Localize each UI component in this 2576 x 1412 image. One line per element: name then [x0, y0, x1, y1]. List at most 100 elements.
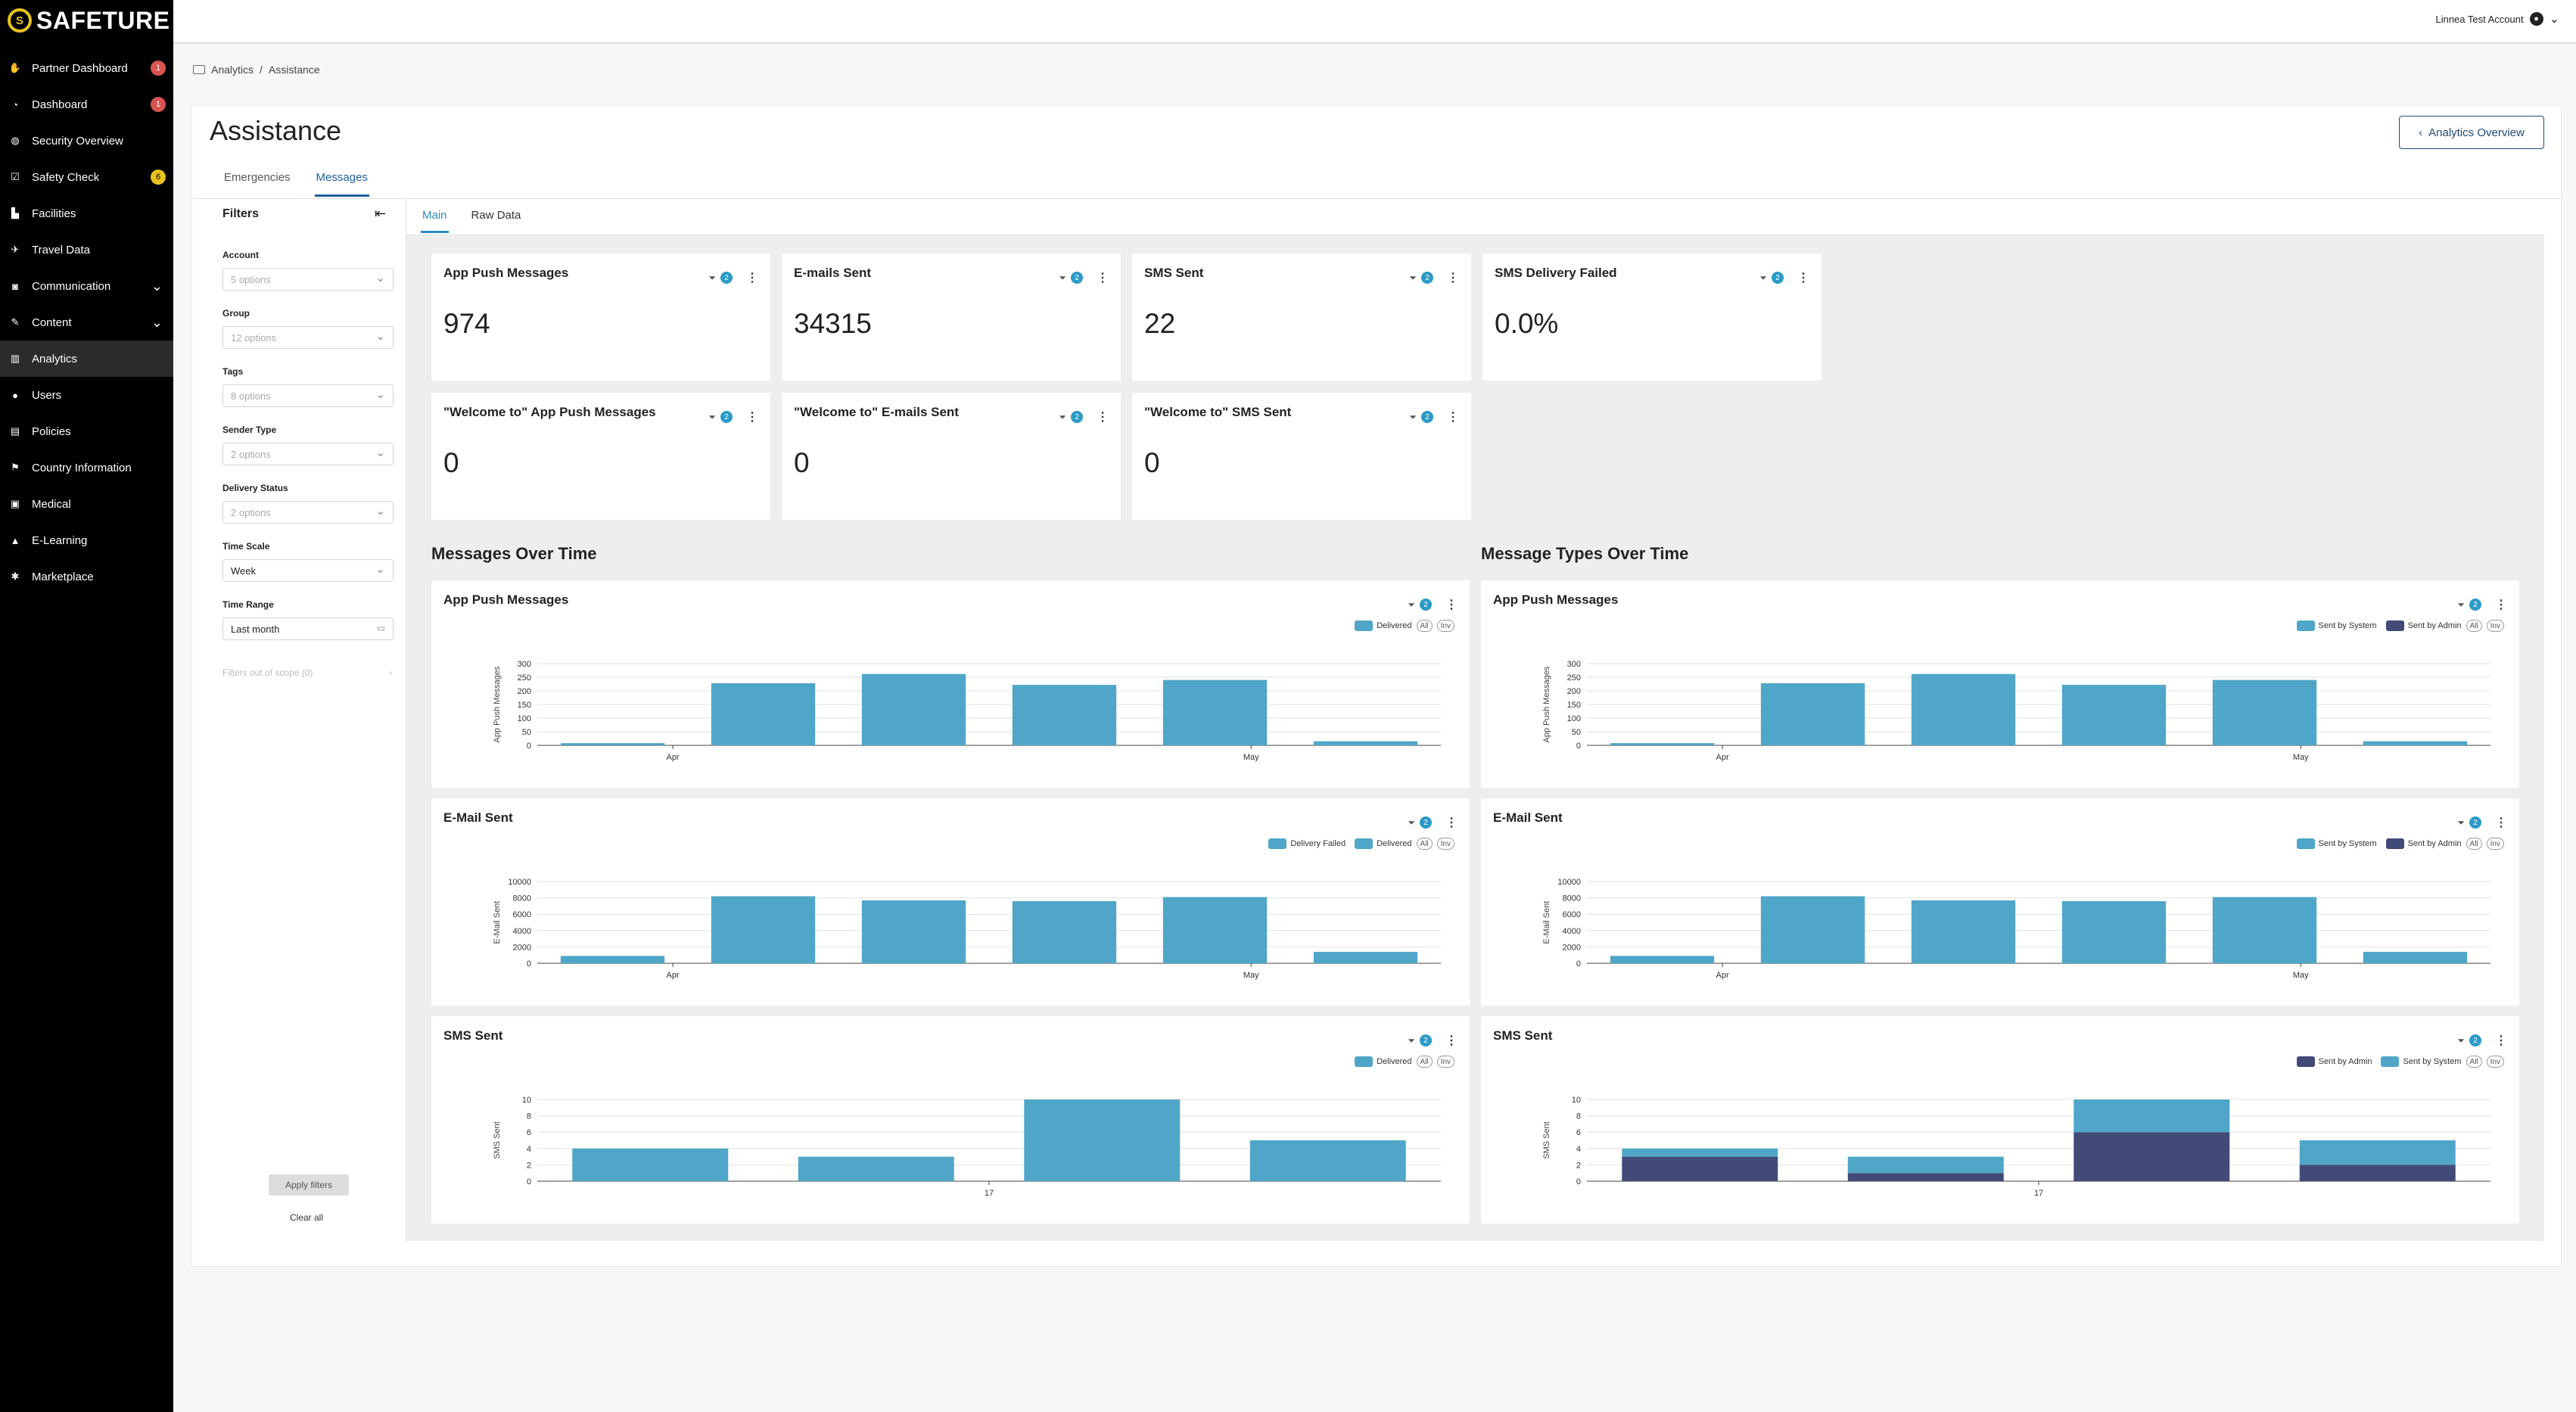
legend-item[interactable]: Sent by Admin	[2385, 620, 2462, 631]
filter-sender-type-select[interactable]: 2 options	[222, 443, 394, 465]
legend-item[interactable]: Delivered	[1355, 1056, 1412, 1067]
more-options-icon[interactable]: ⋮	[1445, 1034, 1458, 1047]
sidebar-item-security-overview[interactable]: ◍ Security Overview	[0, 123, 173, 159]
bar[interactable]	[560, 743, 665, 745]
filter-icon[interactable]: ⏷	[2457, 599, 2465, 610]
bar[interactable]	[2299, 1140, 2456, 1165]
sidebar-item-safety-check[interactable]: ☑ Safety Check 6	[0, 159, 173, 195]
more-options-icon[interactable]: ⋮	[2495, 599, 2507, 611]
filter-tags-select[interactable]: 8 options	[222, 384, 394, 407]
legend-all-toggle[interactable]: All	[2466, 838, 2482, 850]
legend-invert-toggle[interactable]: Inv	[1436, 620, 1454, 632]
more-options-icon[interactable]: ⋮	[1447, 411, 1459, 424]
filter-icon[interactable]: ⏷	[2457, 816, 2465, 828]
bar[interactable]	[711, 683, 816, 745]
legend-item[interactable]: Sent by Admin	[2296, 1056, 2372, 1067]
filter-icon[interactable]: ⏷	[1408, 599, 1415, 610]
filter-icon[interactable]: ⏷	[1059, 411, 1066, 422]
bar[interactable]	[1313, 951, 1418, 963]
legend-all-toggle[interactable]: All	[1416, 838, 1433, 850]
more-options-icon[interactable]: ⋮	[1797, 272, 1809, 285]
apply-filters-button[interactable]: Apply filters	[269, 1174, 349, 1196]
bar[interactable]	[1313, 741, 1418, 745]
filter-icon[interactable]: ⏷	[1059, 272, 1066, 283]
legend-item[interactable]: Sent by System	[2381, 1056, 2462, 1067]
bar[interactable]	[798, 1156, 954, 1181]
sidebar-item-marketplace[interactable]: ✱ Marketplace	[0, 558, 173, 595]
bar[interactable]	[560, 956, 665, 963]
bar[interactable]	[1012, 900, 1117, 963]
sidebar-item-e-learning[interactable]: ▲ E-Learning	[0, 522, 173, 558]
filter-icon[interactable]: ⏷	[708, 272, 716, 283]
bar[interactable]	[2363, 951, 2468, 963]
filter-time-scale-select[interactable]: Week	[222, 559, 394, 582]
bar[interactable]	[1622, 1156, 1778, 1181]
sidebar-item-medical[interactable]: ▣ Medical	[0, 486, 173, 522]
filter-icon[interactable]: ⏷	[708, 411, 716, 422]
tab-raw-data[interactable]: Raw Data	[471, 209, 521, 222]
bar[interactable]	[2074, 1099, 2230, 1133]
breadcrumb-analytics[interactable]: Analytics	[211, 64, 254, 76]
bar[interactable]	[1249, 1140, 1406, 1181]
more-options-icon[interactable]: ⋮	[1445, 599, 1458, 611]
legend-item[interactable]: Delivery Failed	[1268, 838, 1346, 849]
bar[interactable]	[2061, 900, 2167, 963]
legend-invert-toggle[interactable]: Inv	[1436, 838, 1454, 850]
sidebar-item-users[interactable]: ● Users	[0, 377, 173, 413]
more-options-icon[interactable]: ⋮	[1445, 816, 1458, 829]
bar[interactable]	[1610, 743, 1715, 745]
account-menu[interactable]: Linnea Test Account ● ⌄	[2435, 11, 2559, 26]
legend-item[interactable]: Sent by System	[2296, 620, 2377, 631]
legend-invert-toggle[interactable]: Inv	[1436, 1056, 1454, 1068]
bar[interactable]	[1911, 673, 2016, 745]
filter-icon[interactable]: ⏷	[1409, 411, 1417, 422]
bar[interactable]	[1622, 1148, 1778, 1157]
sidebar-item-country-information[interactable]: ⚑ Country Information	[0, 449, 173, 486]
bar[interactable]	[1024, 1099, 1181, 1181]
filter-icon[interactable]: ⏷	[1759, 272, 1767, 283]
bar[interactable]	[1610, 956, 1715, 963]
bar[interactable]	[861, 900, 966, 963]
legend-item[interactable]: Sent by System	[2296, 838, 2377, 849]
legend-invert-toggle[interactable]: Inv	[2486, 838, 2504, 850]
bar[interactable]	[1162, 897, 1268, 963]
bar[interactable]	[2074, 1132, 2230, 1181]
bar[interactable]	[2299, 1165, 2456, 1181]
filter-icon[interactable]: ⏷	[1409, 272, 1417, 283]
sidebar-item-communication[interactable]: ◙ Communication ⌄	[0, 268, 173, 304]
filter-icon[interactable]: ⏷	[2457, 1034, 2465, 1046]
legend-item[interactable]: Sent by Admin	[2385, 838, 2462, 849]
bar[interactable]	[2061, 685, 2167, 745]
bar[interactable]	[1162, 680, 1268, 745]
analytics-overview-button[interactable]: ‹ Analytics Overview	[2399, 116, 2544, 149]
sidebar-item-dashboard[interactable]: ◔ Dashboard 1	[0, 86, 173, 123]
legend-item[interactable]: Delivered	[1355, 620, 1412, 631]
more-options-icon[interactable]: ⋮	[2495, 816, 2507, 829]
bar[interactable]	[1911, 900, 2016, 963]
more-options-icon[interactable]: ⋮	[1447, 272, 1459, 285]
bar[interactable]	[1847, 1156, 2004, 1174]
sidebar-item-content[interactable]: ✎ Content ⌄	[0, 304, 173, 341]
filter-account-select[interactable]: 5 options	[222, 268, 394, 291]
filter-icon[interactable]: ⏷	[1408, 1034, 1415, 1046]
legend-all-toggle[interactable]: All	[2466, 620, 2482, 632]
sidebar-item-partner-dashboard[interactable]: ✋ Partner Dashboard 1	[0, 50, 173, 86]
bar[interactable]	[1012, 685, 1117, 745]
clear-all-button[interactable]: Clear all	[290, 1212, 324, 1223]
legend-all-toggle[interactable]: All	[1416, 1056, 1433, 1068]
filters-out-of-scope[interactable]: Filters out of scope (0) ›	[222, 667, 394, 678]
bar[interactable]	[861, 673, 966, 745]
more-options-icon[interactable]: ⋮	[1097, 272, 1109, 285]
tab-emergencies[interactable]: Emergencies	[224, 171, 291, 184]
collapse-filters-icon[interactable]: ⇤	[375, 206, 387, 221]
tab-messages[interactable]: Messages	[314, 166, 369, 197]
bar[interactable]	[711, 896, 816, 963]
bar[interactable]	[2212, 680, 2317, 745]
bar[interactable]	[2363, 741, 2468, 745]
bar[interactable]	[1847, 1173, 2004, 1181]
tab-main[interactable]: Main	[421, 206, 449, 233]
legend-item[interactable]: Delivered	[1355, 838, 1412, 849]
bar[interactable]	[572, 1148, 729, 1181]
bar[interactable]	[1760, 683, 1865, 745]
more-options-icon[interactable]: ⋮	[746, 272, 758, 285]
